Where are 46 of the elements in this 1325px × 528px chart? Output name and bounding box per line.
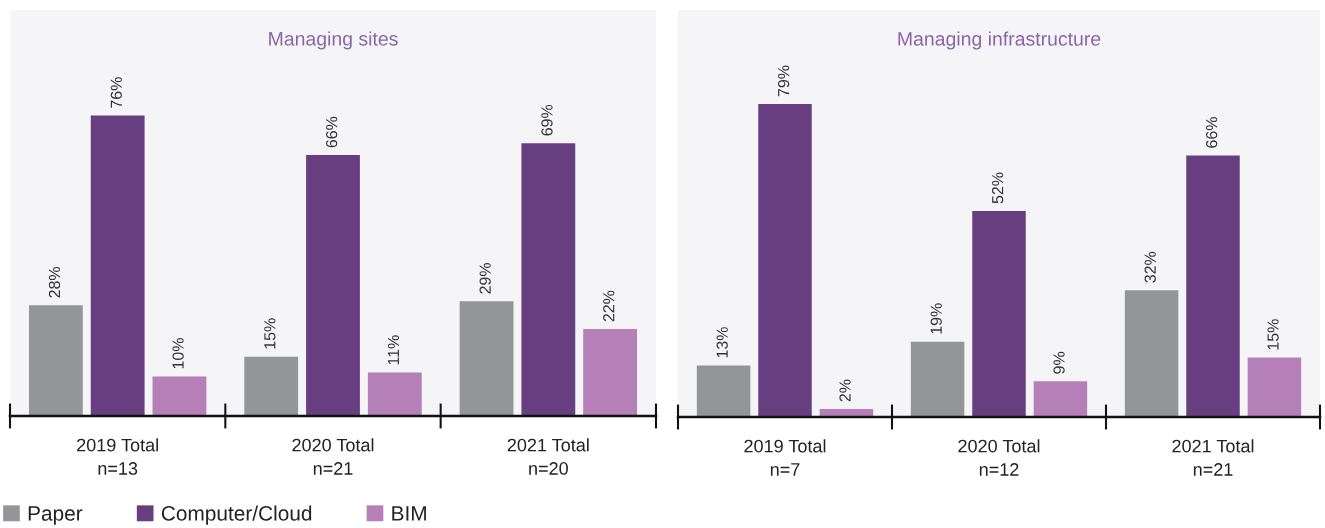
data-label: 19% bbox=[930, 303, 942, 334]
legend-label: BIM bbox=[392, 506, 426, 521]
bar bbox=[521, 143, 576, 416]
bar bbox=[972, 210, 1026, 417]
data-label: 66% bbox=[325, 116, 338, 148]
bar bbox=[583, 329, 638, 416]
bar bbox=[696, 365, 751, 417]
bar bbox=[910, 341, 965, 417]
bar bbox=[1033, 381, 1088, 417]
bar bbox=[244, 356, 299, 416]
bar bbox=[152, 376, 207, 416]
x-tick-label: 2021 Total n=21 bbox=[1172, 439, 1254, 476]
data-label: 2% bbox=[839, 379, 851, 402]
legend-label: Computer/Cloud bbox=[161, 505, 312, 525]
chart-title: Managing infrastructure bbox=[898, 31, 1101, 50]
bar bbox=[459, 301, 514, 416]
data-label: 66% bbox=[1205, 117, 1218, 148]
bar bbox=[90, 115, 145, 416]
data-label: 9% bbox=[1053, 351, 1065, 374]
bar bbox=[1186, 155, 1240, 417]
data-label: 76% bbox=[110, 77, 122, 108]
data-label: 29% bbox=[479, 263, 491, 294]
legend-label: Paper bbox=[28, 506, 83, 525]
data-label: 10% bbox=[172, 338, 184, 369]
bar bbox=[758, 103, 812, 417]
bar bbox=[1247, 357, 1302, 417]
data-label: 11% bbox=[387, 335, 400, 365]
x-tick-label: 2020 Total n=21 bbox=[292, 438, 374, 475]
data-label: 28% bbox=[48, 266, 61, 298]
bar bbox=[1124, 290, 1179, 417]
data-label: 32% bbox=[1144, 251, 1156, 283]
x-tick-label: 2019 Total n=7 bbox=[744, 439, 826, 476]
data-label: 79% bbox=[777, 65, 790, 97]
data-label: 15% bbox=[264, 318, 276, 349]
data-label: 13% bbox=[716, 327, 728, 358]
data-label: 22% bbox=[603, 290, 615, 322]
x-tick-label: 2019 Total n=13 bbox=[77, 438, 158, 475]
data-label: 52% bbox=[991, 172, 1004, 204]
x-tick-label: 2021 Total n=20 bbox=[507, 438, 589, 475]
chart-title: Managing sites bbox=[269, 31, 398, 50]
bar bbox=[367, 372, 422, 416]
data-label: 69% bbox=[541, 104, 553, 136]
x-tick-label: 2020 Total n=12 bbox=[958, 439, 1040, 476]
bar bbox=[306, 155, 360, 416]
data-label: 15% bbox=[1267, 319, 1279, 350]
bar bbox=[28, 305, 83, 416]
